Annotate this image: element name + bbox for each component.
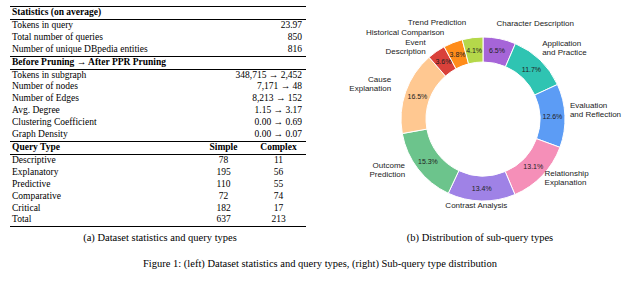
svg-text:RelationshipExplanation: RelationshipExplanation [545,169,590,187]
html-text:Predictive: Predictive [12,178,51,189]
html-text:816: 816 [287,43,302,54]
html-text:213: 213 [271,214,286,225]
html-text:(a) Dataset statistics and que: (a) Dataset statistics and query types [83,232,237,243]
html-text:0.00 → 0.69: 0.00 → 0.69 [254,117,302,128]
svg-text:15.3%: 15.3% [418,158,438,165]
svg-text:CauseExplanation: CauseExplanation [349,75,391,93]
html-text:0.00 → 0.07: 0.00 → 0.07 [254,129,302,140]
svg-text:Applicationand Practice: Applicationand Practice [542,39,587,57]
svg-text:4.1%: 4.1% [466,47,482,54]
html-text:74: 74 [273,190,284,201]
svg-text:EventDescription: EventDescription [386,38,427,56]
svg-text:16.5%: 16.5% [407,93,427,100]
svg-text:Character Description: Character Description [497,19,574,28]
html-text:Complex: Complex [260,142,297,152]
html-text:Statistics (on average): Statistics (on average) [12,7,102,17]
html-text:Before Pruning → After PPR Pru: Before Pruning → After PPR Pruning [12,56,166,67]
html-text:55: 55 [273,178,284,189]
html-text:7,171 → 48: 7,171 → 48 [256,81,302,92]
html-text:Avg. Degree: Avg. Degree [12,105,60,116]
svg-text:12.6%: 12.6% [543,113,563,120]
html-text:Tokens in query: Tokens in query [12,19,74,30]
html-text:17: 17 [273,202,284,213]
html-text:Number of Edges: Number of Edges [12,93,79,104]
html-text:110: 110 [216,178,231,189]
svg-text:3.6%: 3.6% [435,58,451,65]
html-text:Descriptive: Descriptive [12,154,56,165]
html-text:8,213 → 152: 8,213 → 152 [252,93,302,104]
html-text:Tokens in subgraph: Tokens in subgraph [12,69,87,80]
html-text:Total number of queries: Total number of queries [12,31,103,42]
html-text:1.15 → 3.17: 1.15 → 3.17 [254,105,302,116]
html-text:182: 182 [216,202,231,213]
svg-text:Contrast Analysis: Contrast Analysis [445,201,507,210]
html-text:Number of unique DBpedia entit: Number of unique DBpedia entities [12,43,148,54]
html-text:(b) Distribution of sub-query: (b) Distribution of sub-query types [406,232,554,243]
svg-text:3.8%: 3.8% [450,51,466,58]
html-text:195: 195 [216,166,231,177]
html-text:Graph Density: Graph Density [12,129,68,140]
html-text:850: 850 [287,31,302,42]
html-text:Number of nodes: Number of nodes [12,81,78,92]
svg-text:Evaluationand Reflection: Evaluationand Reflection [570,101,621,119]
html-text:Figure 1: (left) Dataset stati: Figure 1: (left) Dataset statistics and … [143,258,497,269]
html-text:72: 72 [218,190,229,201]
html-text:Simple: Simple [209,142,238,152]
svg-text:6.5%: 6.5% [489,47,505,54]
svg-text:11.7%: 11.7% [522,66,541,73]
html-text:Query Type: Query Type [12,142,60,152]
svg-text:13.1%: 13.1% [523,163,543,170]
html-text:Critical: Critical [12,202,41,213]
html-text:Comparative: Comparative [12,190,62,201]
html-text:Explanatory: Explanatory [12,166,59,177]
html-text:11: 11 [273,154,284,165]
svg-text:OutcomePrediction: OutcomePrediction [370,161,406,179]
svg-text:Trend Prediction: Trend Prediction [408,18,466,27]
html-text:23.97: 23.97 [280,19,302,30]
html-text:637: 637 [216,214,231,225]
html-text:348,715 → 2,452: 348,715 → 2,452 [235,69,302,80]
html-text:Clustering Coefficient: Clustering Coefficient [12,117,97,128]
html-text:78: 78 [218,154,229,165]
html-text:Total: Total [12,214,32,225]
svg-text:13.4%: 13.4% [472,185,492,192]
html-text:56: 56 [273,166,284,177]
svg-text:Historical Comparison: Historical Comparison [366,28,444,37]
